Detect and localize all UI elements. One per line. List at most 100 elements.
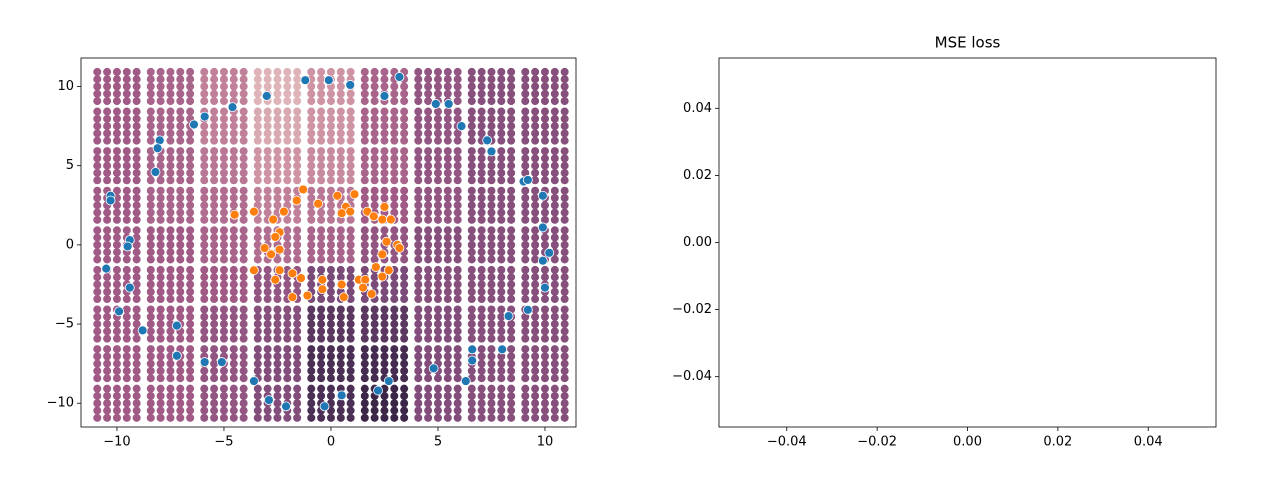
surface-dot	[146, 122, 155, 131]
surface-dot	[531, 201, 540, 210]
surface-dot	[219, 208, 228, 217]
point	[300, 75, 311, 86]
surface-dot	[540, 352, 549, 361]
surface-dot	[219, 122, 228, 131]
surface-dot	[380, 147, 389, 156]
surface-dot	[424, 201, 433, 210]
x-tick-label: 0.00	[953, 435, 982, 450]
surface-dot	[453, 226, 462, 235]
surface-dot	[360, 75, 369, 84]
surface-dot	[507, 226, 516, 235]
surface-dot	[112, 406, 121, 415]
surface-dot	[146, 273, 155, 282]
surface-dot	[346, 89, 355, 98]
surface-dot	[132, 186, 141, 195]
surface-dot	[507, 248, 516, 257]
surface-dot	[132, 334, 141, 343]
surface-dot	[443, 233, 452, 242]
surface-dot	[317, 208, 326, 217]
surface-dot	[467, 67, 476, 76]
surface-dot	[360, 334, 369, 343]
surface-dot	[487, 374, 496, 383]
surface-dot	[283, 327, 292, 336]
surface-dot	[390, 122, 399, 131]
surface-dot	[273, 327, 282, 336]
surface-dot	[210, 176, 219, 185]
surface-dot	[112, 201, 121, 210]
surface-dot	[370, 233, 379, 242]
surface-dot	[453, 240, 462, 249]
surface-dot	[317, 305, 326, 314]
surface-dot	[166, 374, 175, 383]
surface-dot	[531, 97, 540, 106]
surface-dot	[186, 273, 195, 282]
surface-dot	[467, 295, 476, 304]
surface-dot	[453, 97, 462, 106]
surface-dot	[293, 233, 302, 242]
surface-dot	[112, 345, 121, 354]
surface-dot	[210, 280, 219, 289]
surface-dot	[210, 67, 219, 76]
surface-dot	[560, 240, 569, 249]
surface-dot	[560, 193, 569, 202]
surface-dot	[263, 136, 272, 145]
surface-dot	[273, 107, 282, 116]
surface-dot	[467, 122, 476, 131]
surface-dot	[253, 345, 262, 354]
surface-dot	[400, 193, 409, 202]
surface-dot	[132, 399, 141, 408]
surface-dot	[400, 129, 409, 138]
surface-dot	[487, 345, 496, 354]
surface-dot	[317, 215, 326, 224]
surface-dot	[326, 136, 335, 145]
surface-dot	[103, 147, 112, 156]
surface-dot	[253, 240, 262, 249]
surface-dot	[560, 366, 569, 375]
surface-dot	[326, 280, 335, 289]
surface-dot	[370, 107, 379, 116]
surface-dot	[531, 265, 540, 274]
surface-dot	[540, 399, 549, 408]
surface-dot	[263, 327, 272, 336]
surface-dot	[176, 75, 185, 84]
surface-dot	[424, 122, 433, 131]
surface-dot	[210, 201, 219, 210]
surface-dot	[560, 201, 569, 210]
surface-dot	[497, 215, 506, 224]
surface-dot	[400, 399, 409, 408]
surface-dot	[560, 305, 569, 314]
surface-dot	[253, 352, 262, 361]
surface-dot	[239, 305, 248, 314]
surface-dot	[531, 320, 540, 329]
surface-dot	[146, 154, 155, 163]
surface-dot	[166, 89, 175, 98]
surface-dot	[273, 255, 282, 264]
surface-dot	[477, 215, 486, 224]
surface-dot	[360, 67, 369, 76]
surface-dot	[346, 359, 355, 368]
surface-dot	[122, 82, 131, 91]
x-tick-label: −5	[214, 435, 233, 450]
surface-dot	[273, 359, 282, 368]
surface-dot	[326, 89, 335, 98]
point	[345, 80, 356, 90]
surface-dot	[112, 359, 121, 368]
surface-dot	[360, 320, 369, 329]
surface-dot	[156, 295, 165, 304]
surface-dot	[132, 201, 141, 210]
surface-dot	[112, 255, 121, 264]
surface-dot	[390, 147, 399, 156]
surface-dot	[487, 352, 496, 361]
surface-dot	[487, 384, 496, 393]
y-tick-label: −10	[47, 396, 74, 411]
point	[105, 195, 116, 206]
y-tick-label: 0.00	[683, 235, 712, 250]
surface-dot	[477, 359, 486, 368]
surface-dot	[186, 201, 195, 210]
surface-dot	[531, 248, 540, 257]
surface-dot	[400, 97, 409, 106]
surface-dot	[400, 147, 409, 156]
surface-dot	[360, 413, 369, 422]
surface-dot	[132, 75, 141, 84]
surface-dot	[317, 136, 326, 145]
